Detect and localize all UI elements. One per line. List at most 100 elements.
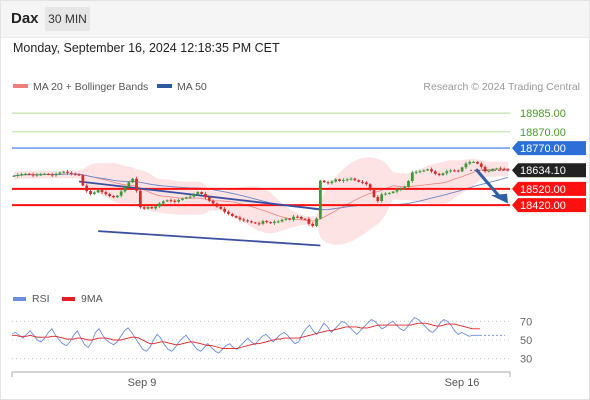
candle — [296, 215, 299, 219]
candle — [407, 180, 410, 188]
candle — [430, 167, 433, 174]
candle-body — [77, 174, 81, 176]
candle-body — [422, 170, 426, 172]
candle — [223, 207, 226, 214]
candle — [58, 171, 62, 175]
candle-body — [119, 191, 123, 196]
candle — [476, 161, 479, 165]
candle — [131, 177, 135, 184]
candle-body — [307, 218, 311, 224]
level-tag-support: 18420.00 — [512, 198, 586, 213]
candle-body — [158, 203, 161, 207]
candle-body — [234, 216, 238, 218]
instrument-symbol: Dax — [11, 10, 39, 27]
candle-body — [487, 170, 491, 172]
candle-body — [89, 191, 92, 195]
candle-body — [58, 172, 62, 174]
candle — [104, 190, 108, 196]
candle — [410, 170, 414, 183]
level-label: 18420.00 — [520, 200, 566, 212]
candle-body — [479, 163, 483, 167]
candle-body — [437, 173, 441, 176]
candle — [299, 215, 303, 220]
candle-body — [100, 190, 104, 193]
candle-body — [123, 186, 127, 192]
candle — [50, 172, 54, 178]
candle — [77, 173, 81, 176]
candle — [307, 216, 311, 226]
candle — [123, 185, 127, 193]
candle — [353, 177, 357, 182]
candle — [495, 167, 498, 170]
candle-body — [403, 186, 407, 189]
candle — [368, 183, 372, 192]
candle — [73, 172, 77, 176]
chart-legend: MA 20 + Bollinger Bands MA 50 — [13, 81, 207, 93]
legend-label: 9MA — [81, 293, 103, 305]
candle — [456, 169, 460, 173]
candle-body — [43, 173, 46, 175]
candle — [479, 161, 483, 169]
legend-swatch — [157, 84, 172, 88]
candle-body — [35, 174, 39, 176]
candle — [426, 168, 430, 172]
projection-arrow — [474, 168, 508, 204]
level-tag-bg — [512, 141, 586, 156]
candle — [16, 173, 20, 178]
candle — [280, 218, 284, 223]
candle — [184, 196, 188, 200]
candle — [499, 166, 502, 171]
candle — [487, 169, 491, 173]
candle-body — [219, 206, 223, 209]
candle-body — [338, 179, 341, 181]
candle — [284, 217, 288, 221]
candle — [338, 178, 341, 182]
level-tag-resistance: 18985.00 — [520, 108, 566, 120]
candle-body — [495, 168, 498, 170]
candle-body — [200, 192, 204, 194]
candle — [261, 219, 265, 226]
candle-body — [242, 219, 246, 221]
candle — [85, 183, 89, 193]
candle-body — [146, 207, 150, 209]
candle — [154, 204, 158, 211]
level-tag-last-price: 18634.10 — [512, 163, 586, 178]
candle-body — [39, 174, 43, 176]
candle — [395, 188, 399, 194]
candle-body — [284, 218, 288, 220]
candle-body — [441, 173, 445, 176]
candle-body — [73, 173, 77, 175]
candle — [361, 180, 364, 185]
candle-body — [468, 161, 472, 164]
candle — [12, 175, 16, 178]
candle — [269, 221, 272, 224]
candle — [150, 206, 154, 210]
candle — [372, 189, 376, 198]
candle-body — [368, 184, 372, 191]
candle — [219, 206, 223, 210]
level-label: 18985.00 — [520, 108, 566, 120]
timeframe-button[interactable]: 30 MIN — [45, 7, 90, 31]
candle-body — [341, 180, 345, 182]
candle-body — [280, 219, 284, 222]
candle-body — [407, 180, 410, 187]
candle-body — [292, 216, 295, 220]
candle — [276, 219, 280, 224]
candle-body — [127, 182, 131, 187]
candle-body — [433, 171, 437, 174]
candle — [211, 199, 215, 205]
candle — [449, 168, 453, 174]
candle — [311, 222, 315, 228]
candle — [200, 191, 204, 195]
rsi-tick-label: 30 — [520, 354, 532, 366]
candle — [215, 202, 219, 208]
candle-body — [261, 221, 265, 224]
candle-body — [387, 193, 391, 195]
candle — [188, 194, 192, 200]
candle — [292, 214, 295, 222]
candle — [257, 221, 261, 226]
candle-body — [142, 207, 146, 209]
candle — [341, 178, 345, 183]
candle — [96, 189, 100, 194]
